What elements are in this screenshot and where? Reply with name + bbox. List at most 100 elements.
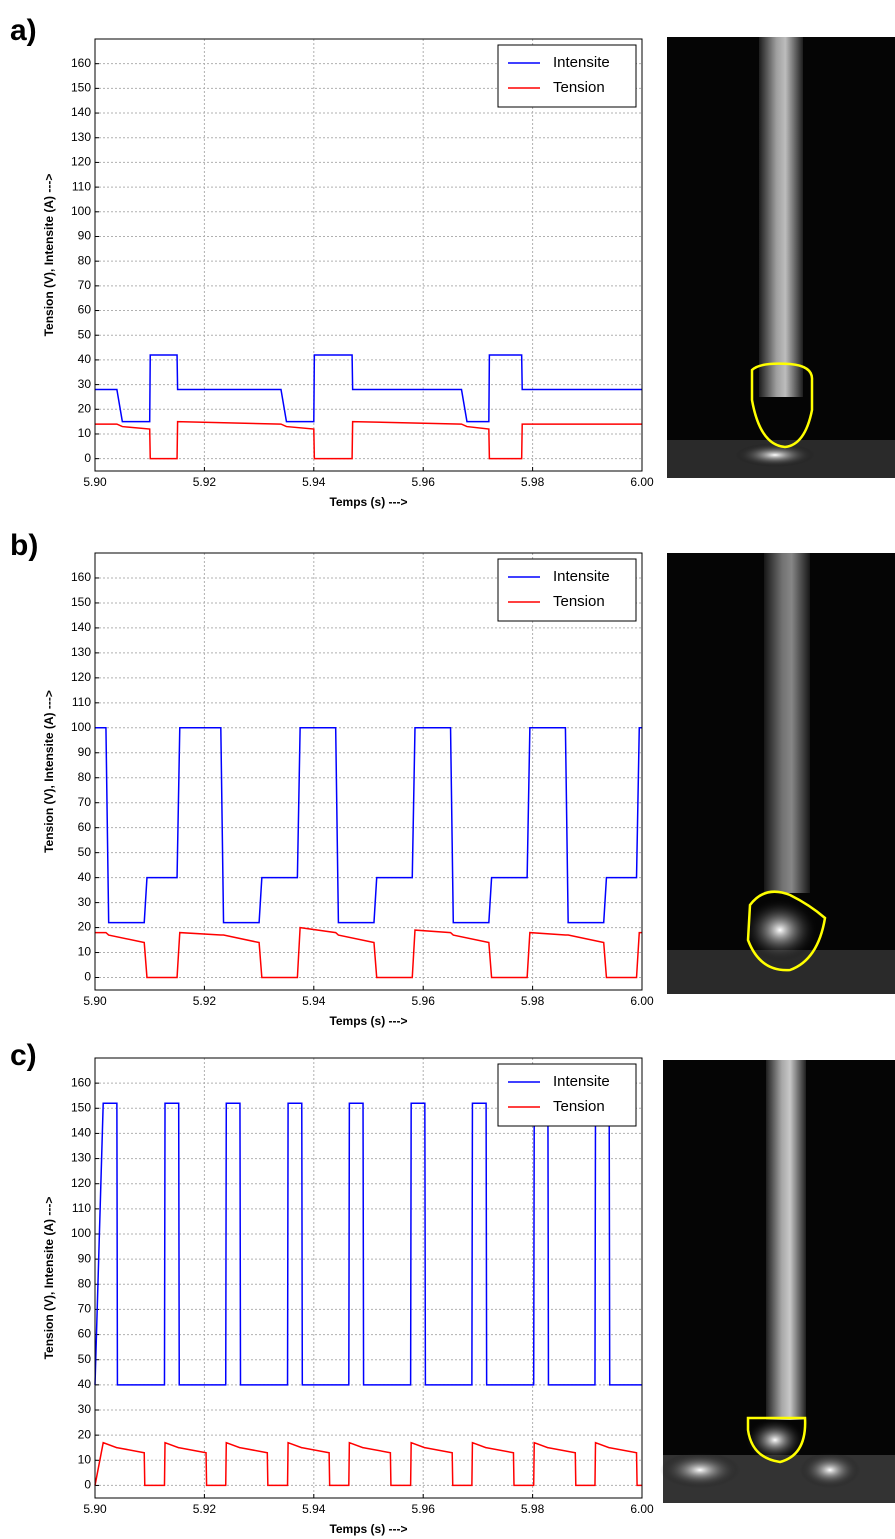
legend-label: Tension xyxy=(553,79,605,96)
legend-box xyxy=(497,1063,637,1127)
legend-label: Intensite xyxy=(553,1073,610,1090)
x-tick-label: 5.92 xyxy=(193,994,217,1008)
y-tick-label: 10 xyxy=(78,1452,92,1466)
y-tick-label: 20 xyxy=(78,920,92,934)
legend-label: Intensite xyxy=(553,568,610,585)
x-axis-label: Temps (s) ---> xyxy=(329,1522,407,1536)
legend-box xyxy=(497,44,637,108)
plot-frame xyxy=(94,38,643,472)
y-tick-label: 20 xyxy=(78,1427,92,1441)
x-tick-label: 6.00 xyxy=(630,994,654,1008)
y-tick-label: 150 xyxy=(71,595,91,609)
y-tick-label: 0 xyxy=(84,451,91,465)
legend-label: Intensite xyxy=(553,54,610,71)
photo xyxy=(667,37,895,478)
panel-label: b) xyxy=(10,529,38,562)
y-tick-label: 100 xyxy=(71,1226,91,1240)
y-tick-label: 150 xyxy=(71,81,91,95)
x-tick-label: 5.98 xyxy=(521,1502,545,1516)
x-tick-label: 5.90 xyxy=(83,1502,107,1516)
y-tick-label: 140 xyxy=(71,105,91,119)
y-tick-label: 90 xyxy=(78,745,92,759)
y-tick-label: 110 xyxy=(72,1201,91,1215)
x-tick-label: 5.98 xyxy=(521,475,545,489)
x-tick-label: 5.94 xyxy=(302,475,326,489)
x-tick-label: 5.94 xyxy=(302,1502,326,1516)
plot-frame xyxy=(94,552,643,991)
x-tick-label: 5.98 xyxy=(521,994,545,1008)
y-tick-label: 90 xyxy=(78,1251,92,1265)
panel-label: c) xyxy=(10,1039,37,1072)
y-tick-label: 10 xyxy=(78,426,92,440)
y-tick-label: 130 xyxy=(71,645,91,659)
x-tick-label: 5.90 xyxy=(83,475,107,489)
y-tick-label: 40 xyxy=(78,352,92,366)
plot-area xyxy=(95,39,642,471)
y-tick-label: 30 xyxy=(78,895,92,909)
y-tick-label: 40 xyxy=(78,1377,92,1391)
y-tick-label: 50 xyxy=(78,327,92,341)
y-tick-label: 40 xyxy=(78,870,92,884)
y-tick-label: 10 xyxy=(78,945,92,959)
y-tick-label: 150 xyxy=(71,1100,91,1114)
y-tick-label: 130 xyxy=(71,130,91,144)
y-tick-label: 110 xyxy=(72,695,91,709)
y-tick-label: 20 xyxy=(78,401,92,415)
y-tick-label: 70 xyxy=(78,795,92,809)
y-tick-label: 70 xyxy=(78,1302,92,1316)
x-tick-label: 5.96 xyxy=(412,475,436,489)
panel-label: a) xyxy=(10,14,37,47)
y-tick-label: 0 xyxy=(84,1478,91,1492)
y-tick-label: 30 xyxy=(78,377,92,391)
x-axis-label: Temps (s) ---> xyxy=(329,495,407,509)
plot-area xyxy=(95,553,642,990)
y-tick-label: 160 xyxy=(71,1075,91,1089)
chart: a) 0 10 20 30 40 50 60 70 80 90 100 110 120 130 140 150 1… xyxy=(10,14,654,509)
y-tick-label: 160 xyxy=(71,56,91,70)
y-tick-label: 70 xyxy=(78,278,92,292)
y-tick-label: 120 xyxy=(71,155,91,169)
y-tick-label: 80 xyxy=(78,253,92,267)
x-tick-label: 5.92 xyxy=(193,475,217,489)
y-tick-label: 120 xyxy=(71,1176,91,1190)
y-tick-label: 60 xyxy=(78,1327,92,1341)
x-tick-label: 5.96 xyxy=(412,1502,436,1516)
y-tick-label: 60 xyxy=(78,820,92,834)
legend-label: Tension xyxy=(553,1098,605,1115)
y-tick-label: 140 xyxy=(71,1126,91,1140)
y-tick-label: 160 xyxy=(71,570,91,584)
legend-box xyxy=(497,558,637,622)
line-series xyxy=(95,354,642,423)
chart: b) 0 10 20 30 40 50 60 70 80 90 100 110 120 130 140 150 1… xyxy=(10,529,654,1028)
y-tick-label: 140 xyxy=(71,620,91,634)
y-tick-label: 50 xyxy=(78,1352,92,1366)
y-tick-label: 80 xyxy=(78,1276,92,1290)
y-tick-label: 120 xyxy=(71,670,91,684)
x-tick-label: 5.90 xyxy=(83,994,107,1008)
chart: c) 0 10 20 30 40 50 60 70 80 90 100 110 120 130 140 150 1… xyxy=(10,1039,654,1536)
y-tick-label: 110 xyxy=(72,179,91,193)
x-tick-label: 6.00 xyxy=(630,475,654,489)
y-tick-label: 90 xyxy=(78,229,92,243)
y-tick-label: 30 xyxy=(78,1402,92,1416)
y-tick-label: 100 xyxy=(71,720,91,734)
line-series xyxy=(94,1102,642,1386)
y-axis-label: Tension (V), Intensite (A) ---> xyxy=(42,174,56,337)
y-axis-label: Tension (V), Intensite (A) ---> xyxy=(42,690,56,853)
x-tick-label: 6.00 xyxy=(630,1502,654,1516)
y-axis-label: Tension (V), Intensite (A) ---> xyxy=(42,1197,56,1360)
x-axis-label: Temps (s) ---> xyxy=(329,1014,407,1028)
y-tick-label: 80 xyxy=(78,770,92,784)
line-series xyxy=(95,420,642,460)
x-tick-label: 5.92 xyxy=(193,1502,217,1516)
y-tick-label: 100 xyxy=(71,204,91,218)
line-series xyxy=(95,727,642,924)
photo xyxy=(660,1060,895,1503)
y-tick-label: 130 xyxy=(71,1151,91,1165)
y-tick-label: 60 xyxy=(78,303,92,317)
line-series xyxy=(94,1441,642,1487)
line-series xyxy=(95,926,642,979)
photo xyxy=(667,553,895,994)
y-tick-label: 0 xyxy=(84,970,91,984)
